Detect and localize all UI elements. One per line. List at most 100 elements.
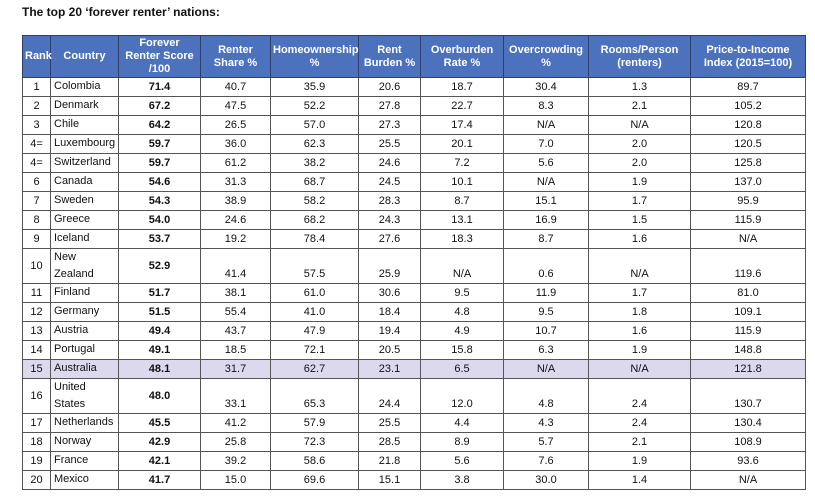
table-cell: 13.1 — [420, 210, 504, 230]
table-cell: 33.1 — [200, 378, 271, 414]
table-cell: 93.6 — [690, 451, 806, 471]
table-cell: 6.5 — [420, 359, 504, 379]
table-cell: 57.0 — [270, 115, 359, 135]
table-cell: 7.0 — [503, 134, 589, 154]
table-cell: 40.7 — [200, 77, 271, 97]
table-cell: 1.9 — [588, 340, 691, 360]
table-row: 9 Iceland 53.7 19.2 78.4 27.6 18.3 8.7 1.6 N/A — [22, 229, 806, 249]
table-cell: 3.8 — [420, 470, 504, 490]
table-cell: 15 — [22, 359, 51, 379]
table-cell: 6.3 — [503, 340, 589, 360]
table-cell: 54.6 — [118, 172, 201, 192]
table-cell: 4.8 — [420, 302, 504, 322]
table-cell: 1.6 — [588, 321, 691, 341]
header-cell: Forever Renter Score /100 — [118, 35, 201, 78]
table-cell: 41.7 — [118, 470, 201, 490]
table-cell: 4.8 — [503, 378, 589, 414]
table-cell: 8.7 — [420, 191, 504, 211]
table-cell: Greece — [50, 210, 119, 230]
table-cell: 54.3 — [118, 191, 201, 211]
table-cell: 52.2 — [270, 96, 359, 116]
table-cell: 38.1 — [200, 283, 271, 303]
header-cell: Overcrowding % — [503, 35, 589, 78]
table-cell: Portugal — [50, 340, 119, 360]
header-cell: Rank — [22, 35, 52, 78]
table-cell: 1.9 — [588, 172, 691, 192]
table-cell: 12.0 — [420, 378, 504, 414]
table-cell: 4.9 — [420, 321, 504, 341]
table-cell: 51.5 — [118, 302, 201, 322]
table-cell: 109.1 — [690, 302, 806, 322]
table-cell: N/A — [420, 248, 504, 284]
table-cell: 14 — [22, 340, 51, 360]
table-cell: 48.0 — [118, 378, 201, 414]
table-cell: 10 — [22, 248, 51, 284]
table-cell: 15.0 — [200, 470, 271, 490]
table-header: Rank Country Forever Renter Score /100 Rent… — [22, 35, 806, 78]
table-cell: N/A — [503, 115, 589, 135]
table-cell: 25.9 — [358, 248, 421, 284]
table-cell: Canada — [50, 172, 119, 192]
table-cell: 54.0 — [118, 210, 201, 230]
table-cell: 55.4 — [200, 302, 271, 322]
table-cell: N/A — [588, 359, 691, 379]
table-cell: 58.2 — [270, 191, 359, 211]
table-cell: 61.2 — [200, 153, 271, 173]
table-cell: 31.3 — [200, 172, 271, 192]
table-cell: 27.6 — [358, 229, 421, 249]
table-cell: 2.1 — [588, 96, 691, 116]
table-cell: Colombia — [50, 77, 119, 97]
table-row: 14 Portugal 49.1 18.5 72.1 20.5 15.8 6.3 1.9 148.… — [22, 340, 806, 360]
table-cell: 8.9 — [420, 432, 504, 452]
header-cell: Country — [50, 35, 119, 78]
table-cell: 108.9 — [690, 432, 806, 452]
table-cell: 20.1 — [420, 134, 504, 154]
table-cell: 130.7 — [690, 378, 806, 414]
table-cell: 24.6 — [200, 210, 271, 230]
table-cell: 45.5 — [118, 413, 201, 433]
table-cell: 81.0 — [690, 283, 806, 303]
table-cell: 20 — [22, 470, 51, 490]
table-row: 15 Australia 48.1 31.7 62.7 23.1 6.5 N/A N/A 121.… — [22, 359, 806, 379]
table-cell: 42.9 — [118, 432, 201, 452]
table-cell: 7.2 — [420, 153, 504, 173]
table-cell: 137.0 — [690, 172, 806, 192]
table-cell: 3 — [22, 115, 51, 135]
table-cell: 39.2 — [200, 451, 271, 471]
table-row: 11 Finland 51.7 38.1 61.0 30.6 9.5 11.9 1.7 81.0 — [22, 283, 806, 303]
table-cell: 59.7 — [118, 134, 201, 154]
table-row: 6 Canada 54.6 31.3 68.7 24.5 10.1 N/A 1.9 137.0 — [22, 172, 806, 192]
header-cell: Homeownership % — [270, 35, 359, 78]
table-cell: Austria — [50, 321, 119, 341]
table-cell: 8 — [22, 210, 51, 230]
table-cell: N/A — [690, 229, 806, 249]
table-cell: 59.7 — [118, 153, 201, 173]
table-cell: 9 — [22, 229, 51, 249]
table-cell: 31.7 — [200, 359, 271, 379]
table-cell: 11 — [22, 283, 51, 303]
table-cell: 26.5 — [200, 115, 271, 135]
table-cell: 2.4 — [588, 413, 691, 433]
table-cell: 95.9 — [690, 191, 806, 211]
table-cell: 10.7 — [503, 321, 589, 341]
table-cell: 2.4 — [588, 378, 691, 414]
table-cell: 18.5 — [200, 340, 271, 360]
table-cell: 27.3 — [358, 115, 421, 135]
table-cell: 1.4 — [588, 470, 691, 490]
table-cell: 78.4 — [270, 229, 359, 249]
table-cell: United States — [50, 378, 119, 414]
table-cell: 16.9 — [503, 210, 589, 230]
table-cell: 19 — [22, 451, 51, 471]
table-cell: 4= — [22, 134, 51, 154]
table-cell: 1.6 — [588, 229, 691, 249]
table-cell: 9.5 — [420, 283, 504, 303]
table-cell: 15.8 — [420, 340, 504, 360]
table-cell: 4.4 — [420, 413, 504, 433]
table-cell: 47.9 — [270, 321, 359, 341]
table-cell: 17.4 — [420, 115, 504, 135]
table-cell: 119.6 — [690, 248, 806, 284]
table-cell: 51.7 — [118, 283, 201, 303]
table-row: 19 France 42.1 39.2 58.6 21.8 5.6 7.6 1.9 93.6 — [22, 451, 806, 471]
table-cell: 15.1 — [503, 191, 589, 211]
table-cell: 41.0 — [270, 302, 359, 322]
